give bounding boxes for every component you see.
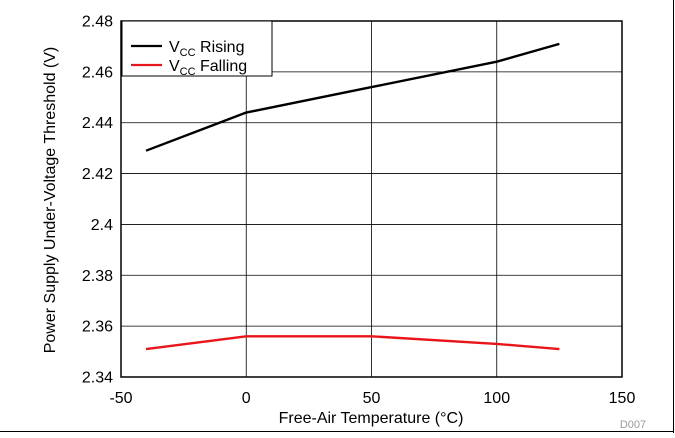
- series-line-vcc-falling: [145, 335, 560, 351]
- y-tick-label: 2.48: [82, 14, 113, 31]
- legend-label-rising: VCC Rising: [169, 39, 244, 59]
- legend-box: [121, 20, 273, 77]
- y-tick-label: 2.38: [82, 268, 113, 285]
- legend: VCC Rising VCC Falling: [121, 20, 273, 78]
- y-tick-label: 2.36: [82, 319, 113, 336]
- y-tick-label: 2.46: [82, 64, 113, 81]
- y-tick-label: 2.44: [82, 115, 113, 132]
- x-tick-label: 0: [242, 390, 251, 407]
- y-tick-label: 2.34: [82, 370, 113, 387]
- y-tick-label: 2.4: [91, 217, 113, 234]
- plot-frame: [120, 20, 623, 378]
- x-tick-label: 50: [363, 390, 381, 407]
- y-tick-label: 2.42: [82, 166, 113, 183]
- x-tick-label: 100: [483, 390, 510, 407]
- series-line-vcc-rising: [145, 42, 560, 152]
- x-tick-labels: -50 0 50 100 150: [109, 390, 635, 407]
- x-tick-label: -50: [109, 390, 132, 407]
- y-tick-labels: 2.34 2.36 2.38 2.4 2.42 2.44 2.46 2.48: [82, 14, 113, 387]
- series-group: [145, 42, 560, 351]
- x-tick-label: 150: [609, 390, 636, 407]
- grid: [120, 20, 623, 378]
- y-axis-label: Power Supply Under-Voltage Threshold (V): [42, 47, 59, 354]
- figure-id-annotation: D007: [620, 419, 646, 431]
- legend-label-falling: VCC Falling: [169, 58, 247, 78]
- x-axis-label: Free-Air Temperature (°C): [279, 410, 464, 427]
